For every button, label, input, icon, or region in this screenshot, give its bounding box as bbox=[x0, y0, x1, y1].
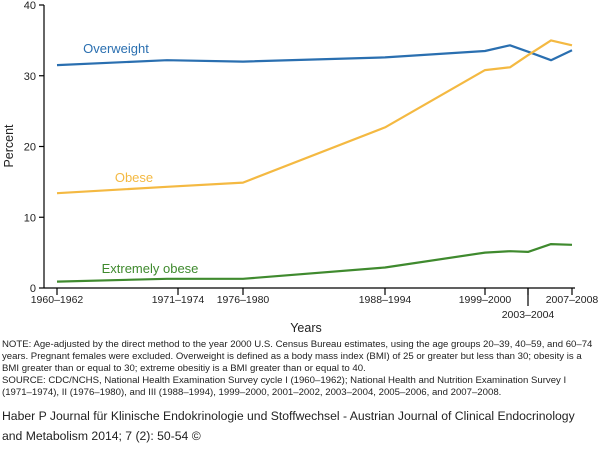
citation-text: Haber P Journal für Klinische Endokrinol… bbox=[2, 409, 575, 443]
series-line-extremely-obese bbox=[56, 243, 573, 283]
x-tick-label: 1999–2000 bbox=[459, 294, 512, 306]
x-tick-label: 1971–1974 bbox=[152, 294, 205, 306]
x-tick-label: 2003–2004 bbox=[502, 309, 555, 321]
series-layer bbox=[56, 39, 573, 283]
y-axis-title: Percent bbox=[2, 124, 16, 168]
y-tick-label: 30 bbox=[24, 71, 36, 83]
series-label-obese: Obese bbox=[115, 170, 153, 185]
x-tick-label: 2007–2008 bbox=[546, 294, 599, 306]
source-text: SOURCE: CDC/NCHS, National Health Examin… bbox=[2, 375, 567, 398]
series-line-obese bbox=[56, 39, 573, 195]
series-label-overweight: Overweight bbox=[83, 41, 149, 56]
x-axis-title: Years bbox=[290, 321, 322, 335]
labels-layer: Overweight Obese Extremely obese bbox=[83, 41, 198, 276]
y-tick-label: 10 bbox=[24, 212, 36, 224]
series-label-extremely-obese: Extremely obese bbox=[102, 261, 199, 276]
citation: Haber P Journal für Klinische Endokrinol… bbox=[2, 406, 598, 446]
y-tick-label: 40 bbox=[24, 0, 36, 12]
chart-axes: 0 10 20 30 40 1960–1962 1971–1974 1976–1980 1988… bbox=[2, 0, 598, 335]
series-line-overweight bbox=[56, 44, 573, 67]
chart-notes: NOTE: Age-adjusted by the direct method … bbox=[2, 339, 596, 399]
line-chart: 0 10 20 30 40 1960–1962 1971–1974 1976–1980 1988… bbox=[2, 0, 598, 335]
x-tick-label: 1988–1994 bbox=[359, 294, 412, 306]
y-tick-label: 20 bbox=[24, 142, 36, 154]
y-tick-label: 0 bbox=[30, 283, 36, 295]
note-text: NOTE: Age-adjusted by the direct method … bbox=[2, 339, 593, 374]
x-tick-label: 1960–1962 bbox=[31, 294, 84, 306]
x-tick-label: 1976–1980 bbox=[217, 294, 270, 306]
